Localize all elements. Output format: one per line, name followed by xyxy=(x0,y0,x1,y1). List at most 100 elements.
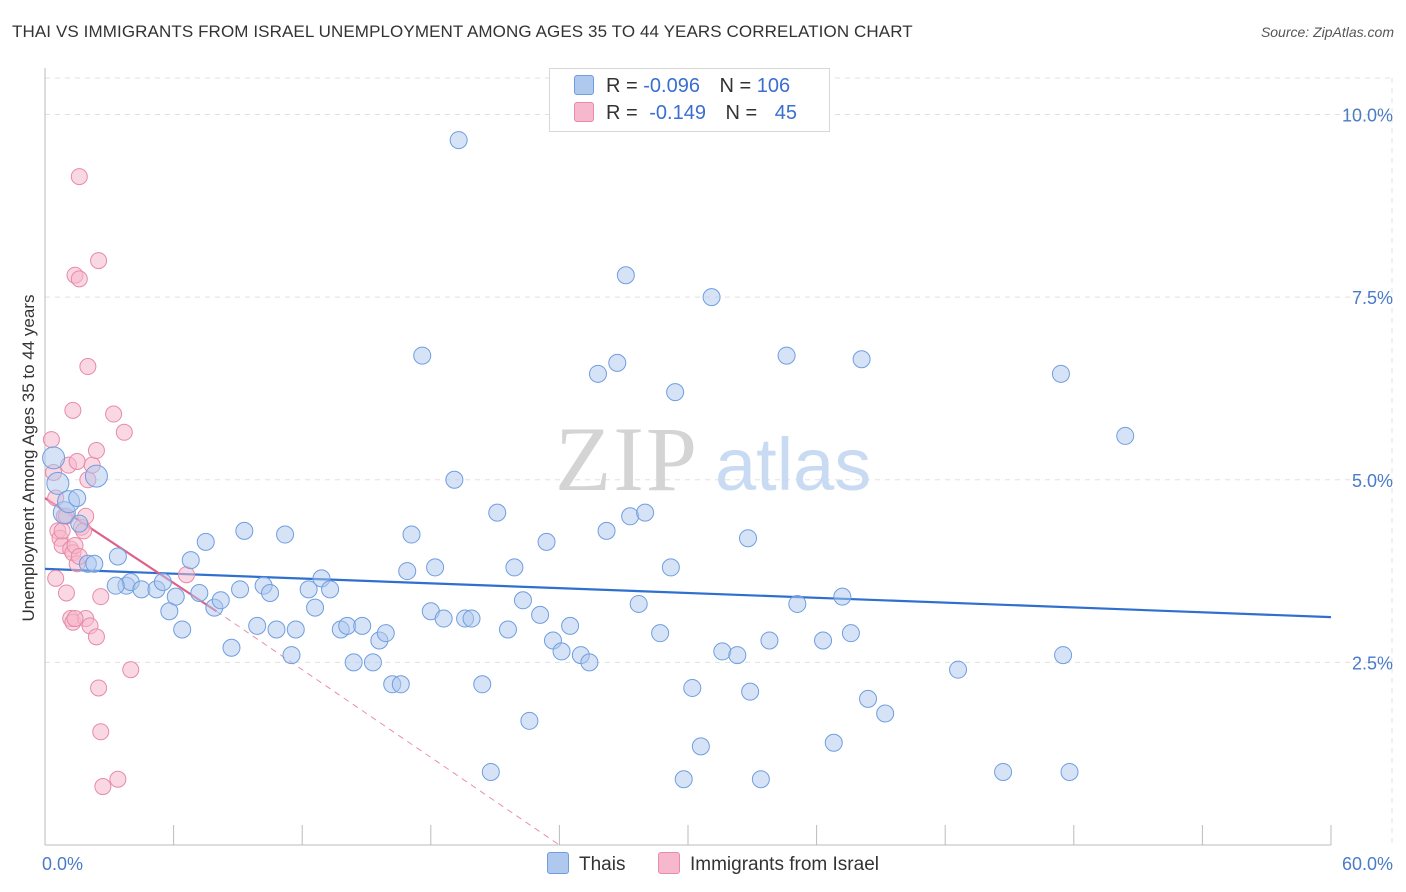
israel-point xyxy=(92,588,110,606)
bottom-legend-israel: Immigrants from Israel xyxy=(658,852,879,876)
trend-lines xyxy=(44,497,1332,846)
thai-point xyxy=(376,624,395,643)
israel-point xyxy=(68,453,86,470)
thai-point xyxy=(661,558,680,577)
israel-point xyxy=(57,584,75,602)
thai-point xyxy=(531,605,550,624)
thai-point xyxy=(788,594,807,613)
israel-point xyxy=(70,270,88,288)
thai-points xyxy=(42,131,1135,789)
israel-point xyxy=(105,405,123,423)
thai-point xyxy=(106,576,125,595)
thai-point xyxy=(462,609,481,628)
thai-point xyxy=(132,580,151,599)
thai-point xyxy=(68,489,87,508)
thai-point xyxy=(1060,762,1079,781)
thai-point xyxy=(859,689,878,708)
thai-point xyxy=(70,514,89,533)
thai-point xyxy=(413,346,432,365)
israel-point xyxy=(122,661,140,679)
thai-point xyxy=(741,682,760,701)
thai-point xyxy=(561,616,580,635)
israel-point xyxy=(92,723,110,741)
thai-point xyxy=(108,547,127,566)
thai-point xyxy=(481,762,500,781)
israel-points xyxy=(42,168,195,796)
thai-point xyxy=(629,594,648,613)
thai-point xyxy=(636,503,655,522)
y-tick-label: 2.5% xyxy=(1352,653,1393,673)
thai-point xyxy=(552,642,571,661)
legend-n-value-thais: 106 xyxy=(756,75,791,97)
legend-swatch-israel xyxy=(574,102,594,122)
thai-point xyxy=(777,346,796,365)
thai-point xyxy=(363,653,382,672)
x-tick-label-right: 60.0% xyxy=(1342,854,1393,874)
thai-point xyxy=(852,350,871,369)
thai-point xyxy=(84,464,108,488)
thai-point xyxy=(597,521,616,540)
thai-point xyxy=(85,554,104,573)
thai-point xyxy=(473,675,492,694)
israel-point xyxy=(47,569,65,587)
thai-point xyxy=(666,383,685,402)
legend-r-value-thais: -0.096 xyxy=(643,75,700,97)
thai-point xyxy=(426,558,445,577)
thai-point xyxy=(751,770,770,789)
bottom-legend-label-israel: Immigrants from Israel xyxy=(690,854,879,875)
thai-point xyxy=(588,364,607,383)
israel-point xyxy=(177,566,195,584)
bottom-legend-thais: Thais xyxy=(547,852,625,876)
legend-r-value-israel: -0.149 xyxy=(649,102,706,124)
thai-point xyxy=(580,653,599,672)
x-tick-label-left: 0.0% xyxy=(42,854,83,874)
israel-trend-extension xyxy=(216,610,560,846)
legend-swatch-thais xyxy=(574,75,594,95)
thai-point xyxy=(276,525,295,544)
thai-point xyxy=(683,678,702,697)
thai-point xyxy=(537,532,556,551)
thai-point xyxy=(1051,364,1070,383)
thai-point xyxy=(621,507,640,526)
bottom-legend-swatch-israel xyxy=(658,852,680,874)
thai-point xyxy=(338,616,357,635)
thai-point xyxy=(211,591,230,610)
thai-point xyxy=(728,646,747,665)
legend-r-label: R = xyxy=(606,102,638,124)
israel-point xyxy=(109,770,127,788)
israel-point xyxy=(90,679,108,697)
thai-point xyxy=(616,266,635,285)
thai-point xyxy=(153,573,172,592)
israel-point xyxy=(87,442,105,460)
thai-point xyxy=(231,580,250,599)
thai-point xyxy=(994,762,1013,781)
thai-point xyxy=(398,562,417,581)
thai-point xyxy=(261,583,280,602)
thai-point xyxy=(190,583,209,602)
thai-point xyxy=(505,558,524,577)
thai-point xyxy=(222,638,241,657)
y-tick-label: 7.5% xyxy=(1352,288,1393,308)
thai-point xyxy=(248,616,267,635)
thai-point xyxy=(434,609,453,628)
thai-point xyxy=(402,525,421,544)
thai-point xyxy=(520,711,539,730)
thai-point xyxy=(166,587,185,606)
source-label: Source: ZipAtlas.com xyxy=(1260,24,1394,40)
israel-point xyxy=(70,168,88,186)
thai-point xyxy=(824,733,843,752)
thai-point xyxy=(282,646,301,665)
israel-point xyxy=(64,401,82,419)
legend-r-label: R = xyxy=(606,75,638,97)
thai-point xyxy=(46,471,70,495)
israel-point xyxy=(42,431,60,449)
watermark-zip: ZIP xyxy=(555,408,699,510)
thai-point xyxy=(1054,646,1073,665)
bottom-legend-label-thais: Thais xyxy=(579,854,626,875)
israel-point xyxy=(79,358,97,376)
legend-row-thais: R = -0.096 N = 106 xyxy=(574,75,790,101)
thai-point xyxy=(196,532,215,551)
y-tick-label: 10.0% xyxy=(1342,106,1393,126)
thai-point xyxy=(713,642,732,661)
